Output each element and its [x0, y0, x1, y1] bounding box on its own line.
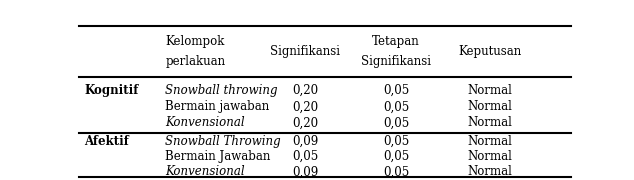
Text: Afektif: Afektif [84, 135, 129, 148]
Text: 0,20: 0,20 [292, 100, 318, 113]
Text: Normal: Normal [467, 84, 512, 97]
Text: Snowball throwing: Snowball throwing [165, 84, 278, 97]
Text: Signifikansi: Signifikansi [361, 55, 431, 68]
Text: Normal: Normal [467, 116, 512, 129]
Text: Tetapan: Tetapan [372, 35, 420, 48]
Text: Konvensional: Konvensional [165, 165, 245, 179]
Text: 0,20: 0,20 [292, 116, 318, 129]
Text: perlakuan: perlakuan [165, 55, 225, 68]
Text: 0,20: 0,20 [292, 84, 318, 97]
Text: Normal: Normal [467, 100, 512, 113]
Text: 0,05: 0,05 [383, 135, 410, 148]
Text: Signifikansi: Signifikansi [270, 45, 340, 58]
Text: Keputusan: Keputusan [458, 45, 521, 58]
Text: 0,05: 0,05 [383, 165, 410, 179]
Text: Bermain jawaban: Bermain jawaban [165, 100, 269, 113]
Text: Snowball Throwing: Snowball Throwing [165, 135, 281, 148]
Text: Kelompok: Kelompok [165, 35, 224, 48]
Text: 0,05: 0,05 [383, 116, 410, 129]
Text: 0,09: 0,09 [292, 165, 318, 179]
Text: 0,05: 0,05 [383, 100, 410, 113]
Text: Bermain Jawaban: Bermain Jawaban [165, 150, 271, 163]
Text: Normal: Normal [467, 135, 512, 148]
Text: Normal: Normal [467, 165, 512, 179]
Text: 0,05: 0,05 [383, 150, 410, 163]
Text: Konvensional: Konvensional [165, 116, 245, 129]
Text: Kognitif: Kognitif [84, 84, 139, 97]
Text: 0,05: 0,05 [292, 150, 318, 163]
Text: Normal: Normal [467, 150, 512, 163]
Text: 0,09: 0,09 [292, 135, 318, 148]
Text: 0,05: 0,05 [383, 84, 410, 97]
